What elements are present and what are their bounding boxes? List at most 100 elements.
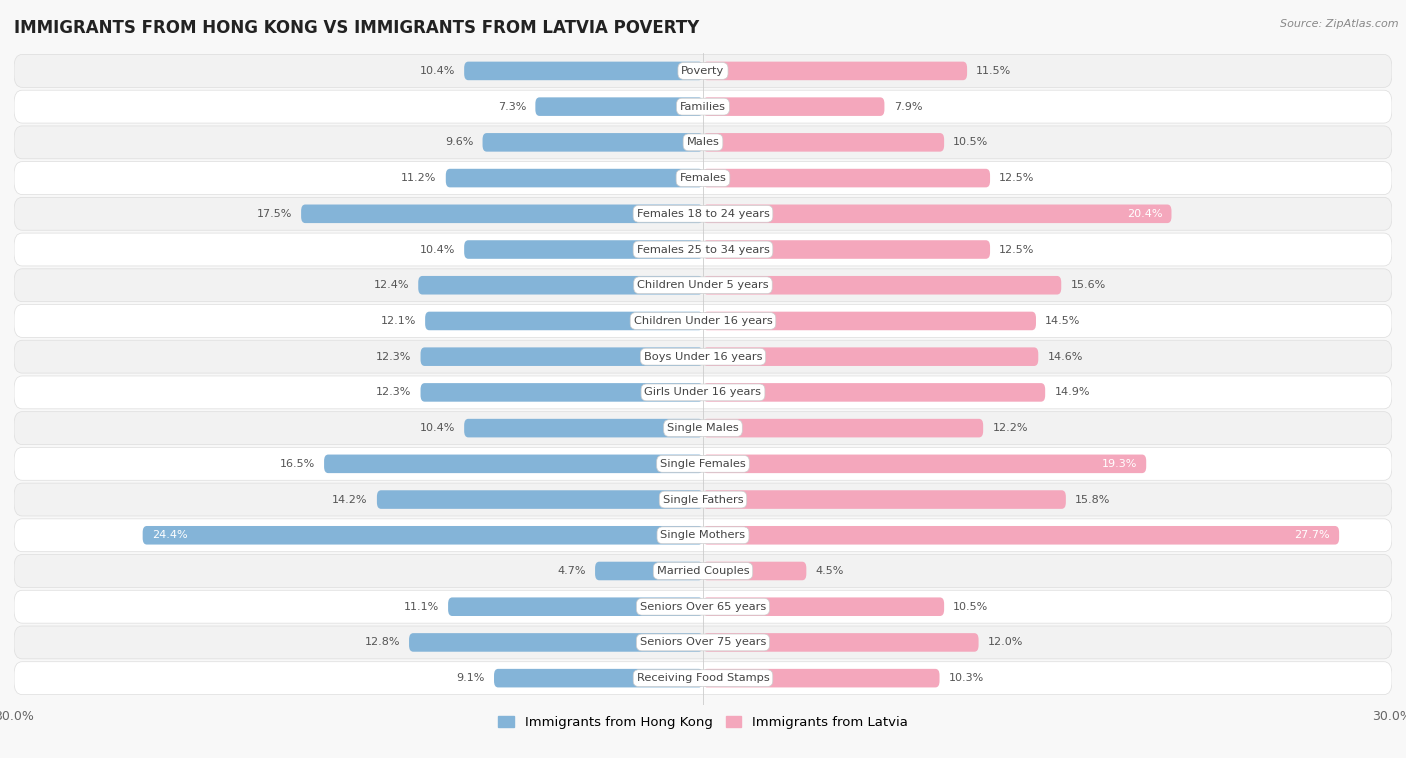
- FancyBboxPatch shape: [301, 205, 703, 223]
- Text: 14.6%: 14.6%: [1047, 352, 1083, 362]
- Text: 12.3%: 12.3%: [375, 387, 412, 397]
- Text: 20.4%: 20.4%: [1126, 208, 1163, 219]
- FancyBboxPatch shape: [703, 455, 1146, 473]
- FancyBboxPatch shape: [703, 669, 939, 688]
- FancyBboxPatch shape: [703, 526, 1339, 544]
- FancyBboxPatch shape: [14, 161, 1392, 195]
- FancyBboxPatch shape: [14, 269, 1392, 302]
- FancyBboxPatch shape: [703, 97, 884, 116]
- Text: Single Males: Single Males: [666, 423, 740, 433]
- Text: Single Females: Single Females: [661, 459, 745, 469]
- FancyBboxPatch shape: [494, 669, 703, 688]
- Text: 12.2%: 12.2%: [993, 423, 1028, 433]
- Text: Single Fathers: Single Fathers: [662, 494, 744, 505]
- Text: 12.4%: 12.4%: [374, 280, 409, 290]
- FancyBboxPatch shape: [536, 97, 703, 116]
- Text: 4.5%: 4.5%: [815, 566, 844, 576]
- FancyBboxPatch shape: [418, 276, 703, 295]
- Text: 12.5%: 12.5%: [1000, 173, 1035, 183]
- Text: 9.1%: 9.1%: [457, 673, 485, 683]
- FancyBboxPatch shape: [14, 412, 1392, 444]
- Text: Males: Males: [686, 137, 720, 147]
- FancyBboxPatch shape: [703, 276, 1062, 295]
- FancyBboxPatch shape: [425, 312, 703, 330]
- FancyBboxPatch shape: [703, 205, 1171, 223]
- Text: Poverty: Poverty: [682, 66, 724, 76]
- Text: 19.3%: 19.3%: [1102, 459, 1137, 469]
- FancyBboxPatch shape: [377, 490, 703, 509]
- Text: Married Couples: Married Couples: [657, 566, 749, 576]
- FancyBboxPatch shape: [482, 133, 703, 152]
- FancyBboxPatch shape: [409, 633, 703, 652]
- Text: 10.3%: 10.3%: [949, 673, 984, 683]
- FancyBboxPatch shape: [595, 562, 703, 581]
- FancyBboxPatch shape: [323, 455, 703, 473]
- Text: 12.5%: 12.5%: [1000, 245, 1035, 255]
- Text: Boys Under 16 years: Boys Under 16 years: [644, 352, 762, 362]
- Text: 10.4%: 10.4%: [419, 66, 456, 76]
- Text: 14.5%: 14.5%: [1045, 316, 1081, 326]
- Text: IMMIGRANTS FROM HONG KONG VS IMMIGRANTS FROM LATVIA POVERTY: IMMIGRANTS FROM HONG KONG VS IMMIGRANTS …: [14, 19, 699, 37]
- FancyBboxPatch shape: [14, 340, 1392, 373]
- Text: Receiving Food Stamps: Receiving Food Stamps: [637, 673, 769, 683]
- Text: 15.6%: 15.6%: [1070, 280, 1105, 290]
- Text: 12.0%: 12.0%: [988, 637, 1024, 647]
- FancyBboxPatch shape: [14, 483, 1392, 516]
- FancyBboxPatch shape: [449, 597, 703, 616]
- Text: Females: Females: [679, 173, 727, 183]
- Text: 11.2%: 11.2%: [401, 173, 437, 183]
- Text: Source: ZipAtlas.com: Source: ZipAtlas.com: [1281, 19, 1399, 29]
- FancyBboxPatch shape: [703, 419, 983, 437]
- Text: 7.3%: 7.3%: [498, 102, 526, 111]
- Text: Children Under 16 years: Children Under 16 years: [634, 316, 772, 326]
- FancyBboxPatch shape: [14, 518, 1392, 552]
- FancyBboxPatch shape: [14, 555, 1392, 587]
- FancyBboxPatch shape: [703, 562, 807, 581]
- Text: Families: Families: [681, 102, 725, 111]
- Text: 15.8%: 15.8%: [1076, 494, 1111, 505]
- Text: 16.5%: 16.5%: [280, 459, 315, 469]
- FancyBboxPatch shape: [14, 126, 1392, 158]
- Text: 10.4%: 10.4%: [419, 245, 456, 255]
- Text: 10.4%: 10.4%: [419, 423, 456, 433]
- Text: 12.3%: 12.3%: [375, 352, 412, 362]
- FancyBboxPatch shape: [420, 383, 703, 402]
- FancyBboxPatch shape: [703, 61, 967, 80]
- FancyBboxPatch shape: [464, 61, 703, 80]
- Text: 7.9%: 7.9%: [894, 102, 922, 111]
- FancyBboxPatch shape: [703, 240, 990, 258]
- FancyBboxPatch shape: [703, 490, 1066, 509]
- Text: 11.1%: 11.1%: [404, 602, 439, 612]
- FancyBboxPatch shape: [703, 383, 1045, 402]
- FancyBboxPatch shape: [14, 376, 1392, 409]
- FancyBboxPatch shape: [703, 633, 979, 652]
- Text: 11.5%: 11.5%: [976, 66, 1011, 76]
- Text: 17.5%: 17.5%: [256, 208, 292, 219]
- Text: 24.4%: 24.4%: [152, 531, 187, 540]
- FancyBboxPatch shape: [703, 597, 945, 616]
- Text: 9.6%: 9.6%: [444, 137, 474, 147]
- FancyBboxPatch shape: [142, 526, 703, 544]
- FancyBboxPatch shape: [464, 419, 703, 437]
- Text: Females 25 to 34 years: Females 25 to 34 years: [637, 245, 769, 255]
- Text: 10.5%: 10.5%: [953, 137, 988, 147]
- Text: 12.1%: 12.1%: [381, 316, 416, 326]
- FancyBboxPatch shape: [14, 90, 1392, 123]
- Text: 27.7%: 27.7%: [1295, 531, 1330, 540]
- Text: 10.5%: 10.5%: [953, 602, 988, 612]
- FancyBboxPatch shape: [446, 169, 703, 187]
- FancyBboxPatch shape: [420, 347, 703, 366]
- FancyBboxPatch shape: [14, 447, 1392, 481]
- FancyBboxPatch shape: [464, 240, 703, 258]
- FancyBboxPatch shape: [703, 347, 1038, 366]
- FancyBboxPatch shape: [703, 169, 990, 187]
- Text: 14.2%: 14.2%: [332, 494, 368, 505]
- FancyBboxPatch shape: [14, 55, 1392, 87]
- Text: 12.8%: 12.8%: [364, 637, 399, 647]
- FancyBboxPatch shape: [14, 305, 1392, 337]
- Text: 14.9%: 14.9%: [1054, 387, 1090, 397]
- FancyBboxPatch shape: [14, 626, 1392, 659]
- FancyBboxPatch shape: [14, 233, 1392, 266]
- Text: Girls Under 16 years: Girls Under 16 years: [644, 387, 762, 397]
- Text: 4.7%: 4.7%: [557, 566, 586, 576]
